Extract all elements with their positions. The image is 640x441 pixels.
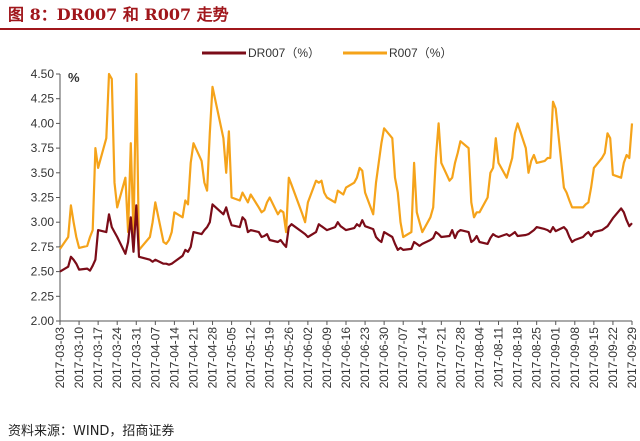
x-tick-label: 2017-06-23: [358, 327, 372, 389]
x-tick-label: 2017-09-29: [625, 327, 639, 389]
x-tick-label: 2017-09-08: [568, 327, 582, 389]
y-tick-label: 4.50: [31, 67, 55, 81]
title-divider: [0, 28, 640, 30]
x-tick-label: 2017-04-07: [148, 327, 162, 389]
plot-area: 2.00 2.25 2.50 2.75 3.00 3.25 3.50 3.75 4.00 4.25…: [31, 67, 639, 388]
x-tick-label: 2017-05-05: [225, 327, 239, 389]
chart-legend: DR007（%） R007（%）: [202, 46, 452, 60]
y-tick-label: 3.00: [31, 215, 55, 229]
series-line-r007: [59, 72, 634, 251]
y-axis-unit-label: %: [68, 70, 80, 85]
x-tick-label: 2017-07-07: [396, 327, 410, 389]
legend-label-dr007: DR007（%）: [248, 46, 320, 60]
x-tick-label: 2017-09-01: [549, 327, 563, 389]
x-tick-label: 2017-06-09: [320, 327, 334, 389]
x-tick-label: 2017-06-02: [301, 327, 315, 389]
x-tick-label: 2017-07-14: [415, 327, 429, 389]
x-tick-label: 2017-04-14: [167, 327, 181, 389]
x-tick-label: 2017-08-11: [492, 327, 506, 388]
x-tick-label: 2017-04-28: [206, 327, 220, 389]
x-tick-label: 2017-03-24: [110, 327, 124, 389]
y-tick-label: 2.75: [31, 240, 55, 254]
y-tick-label: 3.75: [31, 141, 55, 155]
y-tick-label: 2.50: [31, 265, 55, 279]
x-tick-label: 2017-05-26: [282, 327, 296, 389]
y-tick-label: 4.25: [31, 92, 55, 106]
y-tick-label: 3.50: [31, 166, 55, 180]
y-tick-label: 4.00: [31, 116, 55, 130]
x-tick-label: 2017-08-25: [530, 327, 544, 389]
x-tick-label: 2017-06-30: [377, 327, 391, 389]
x-tick-label: 2017-08-18: [511, 327, 525, 389]
x-tick-label: 2017-06-16: [339, 327, 353, 389]
x-tick-label: 2017-05-19: [263, 327, 277, 389]
x-tick-label: 2017-03-31: [129, 327, 143, 389]
y-tick-label: 2.25: [31, 289, 55, 303]
x-tick-label: 2017-05-12: [244, 327, 258, 389]
x-tick-label: 2017-08-04: [472, 327, 486, 389]
chart-title: 图 8：DR007 和 R007 走势: [8, 5, 229, 24]
x-tick-label: 2017-04-21: [186, 327, 200, 389]
x-tick-label: 2017-09-15: [587, 327, 601, 389]
legend-label-r007: R007（%）: [389, 46, 452, 60]
x-tick-label: 2017-07-28: [453, 327, 467, 389]
y-tick-label: 3.25: [31, 191, 55, 205]
x-tick-label: 2017-03-17: [91, 327, 105, 389]
series-line-dr007: [59, 203, 633, 273]
y-tick-label: 2.00: [31, 314, 55, 328]
line-chart: DR007（%） R007（%） % 2.00 2.25 2.50 2.75 3.00 3…: [31, 46, 639, 388]
x-tick-label: 2017-09-22: [606, 327, 620, 389]
x-tick-label: 2017-07-21: [434, 327, 448, 389]
x-tick-label: 2017-03-03: [53, 327, 67, 389]
source-note: 资料来源：WIND，招商证券: [8, 424, 175, 439]
x-tick-label: 2017-03-10: [72, 327, 86, 389]
